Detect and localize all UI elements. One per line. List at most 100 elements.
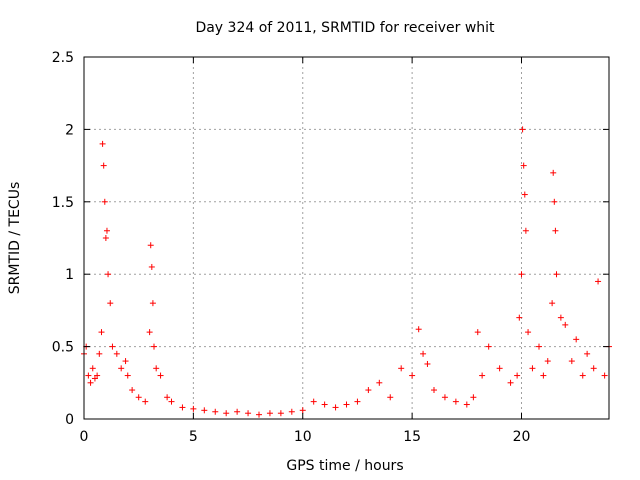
x-tick-label: 15 [403, 429, 421, 445]
data-point [153, 365, 160, 372]
data-point [149, 300, 156, 307]
data-point [584, 350, 591, 357]
x-tick-label: 10 [294, 429, 312, 445]
data-point [89, 365, 96, 372]
data-point [234, 408, 241, 415]
data-point [277, 410, 284, 417]
data-point [129, 387, 136, 394]
y-tick-label: 1 [65, 267, 74, 283]
data-point [101, 198, 108, 205]
data-point [118, 365, 125, 372]
data-point [562, 321, 569, 328]
x-tick-label: 0 [80, 429, 89, 445]
data-point [135, 394, 142, 401]
data-point [595, 278, 602, 285]
data-point [415, 326, 422, 333]
data-point [474, 329, 481, 336]
data-point [521, 191, 528, 198]
data-point [424, 360, 431, 367]
data-point [540, 372, 547, 379]
data-point [299, 407, 306, 414]
x-axis-title: GPS time / hours [286, 458, 403, 474]
axis-ticks: 0 5 10 15 20 0 0.5 1 1.5 2 2.5 [52, 50, 609, 445]
data-point [518, 271, 525, 278]
data-point [245, 410, 252, 417]
data-point [201, 407, 208, 414]
y-tick-label: 0 [65, 412, 74, 428]
data-point [124, 372, 131, 379]
data-point [332, 404, 339, 411]
data-point [147, 242, 154, 249]
data-point [103, 227, 110, 234]
data-point [549, 300, 556, 307]
data-point [109, 343, 116, 350]
data-point [551, 198, 558, 205]
data-point [376, 379, 383, 386]
data-point [107, 300, 114, 307]
data-point [100, 162, 107, 169]
data-point [529, 365, 536, 372]
data-point [146, 329, 153, 336]
data-point [553, 271, 560, 278]
data-point [98, 329, 105, 336]
data-point [142, 398, 149, 405]
data-point [266, 410, 273, 417]
data-point [96, 350, 103, 357]
data-point [168, 398, 175, 405]
data-point [431, 387, 437, 394]
data-point [470, 394, 477, 401]
data-point [354, 398, 361, 405]
data-point [148, 263, 155, 270]
data-point [519, 126, 526, 133]
data-point [590, 365, 597, 372]
data-point [256, 411, 262, 418]
data-point [550, 169, 557, 176]
chart-title: Day 324 of 2011, SRMTID for receiver whi… [195, 20, 495, 36]
data-point [105, 271, 112, 278]
data-points [81, 126, 612, 418]
data-point [516, 314, 523, 321]
data-point [99, 140, 106, 147]
data-point [190, 405, 197, 412]
data-point [398, 365, 405, 372]
y-tick-label: 2 [65, 122, 74, 138]
data-point [579, 372, 586, 379]
data-point [463, 401, 470, 408]
data-point [507, 379, 514, 386]
data-point [452, 398, 459, 405]
data-point [601, 372, 608, 379]
data-point [568, 358, 575, 365]
data-point [496, 365, 503, 372]
data-point [179, 404, 186, 411]
data-point [122, 358, 129, 365]
data-point [151, 343, 157, 350]
y-axis-title: SRMTID / TECUs [7, 182, 23, 295]
data-point [94, 372, 101, 379]
data-point [409, 372, 416, 379]
grid-lines [84, 57, 609, 419]
data-point [544, 358, 551, 365]
data-point [420, 350, 427, 357]
data-point [525, 329, 532, 336]
data-point [514, 372, 521, 379]
data-point [113, 350, 120, 357]
data-point [536, 343, 542, 350]
data-point [288, 408, 295, 415]
data-point [321, 401, 328, 408]
y-tick-label: 1.5 [52, 195, 74, 211]
data-point [157, 372, 164, 379]
data-point [557, 314, 564, 321]
data-point [164, 394, 171, 401]
data-point [310, 398, 317, 405]
y-tick-label: 2.5 [52, 50, 74, 66]
data-point [223, 410, 230, 417]
data-point [479, 372, 486, 379]
data-point [573, 336, 580, 343]
data-point [552, 227, 559, 234]
data-point [85, 372, 92, 379]
plot-frame [83, 56, 610, 420]
data-point [87, 379, 94, 386]
data-point [485, 343, 492, 350]
x-tick-label: 5 [189, 429, 198, 445]
